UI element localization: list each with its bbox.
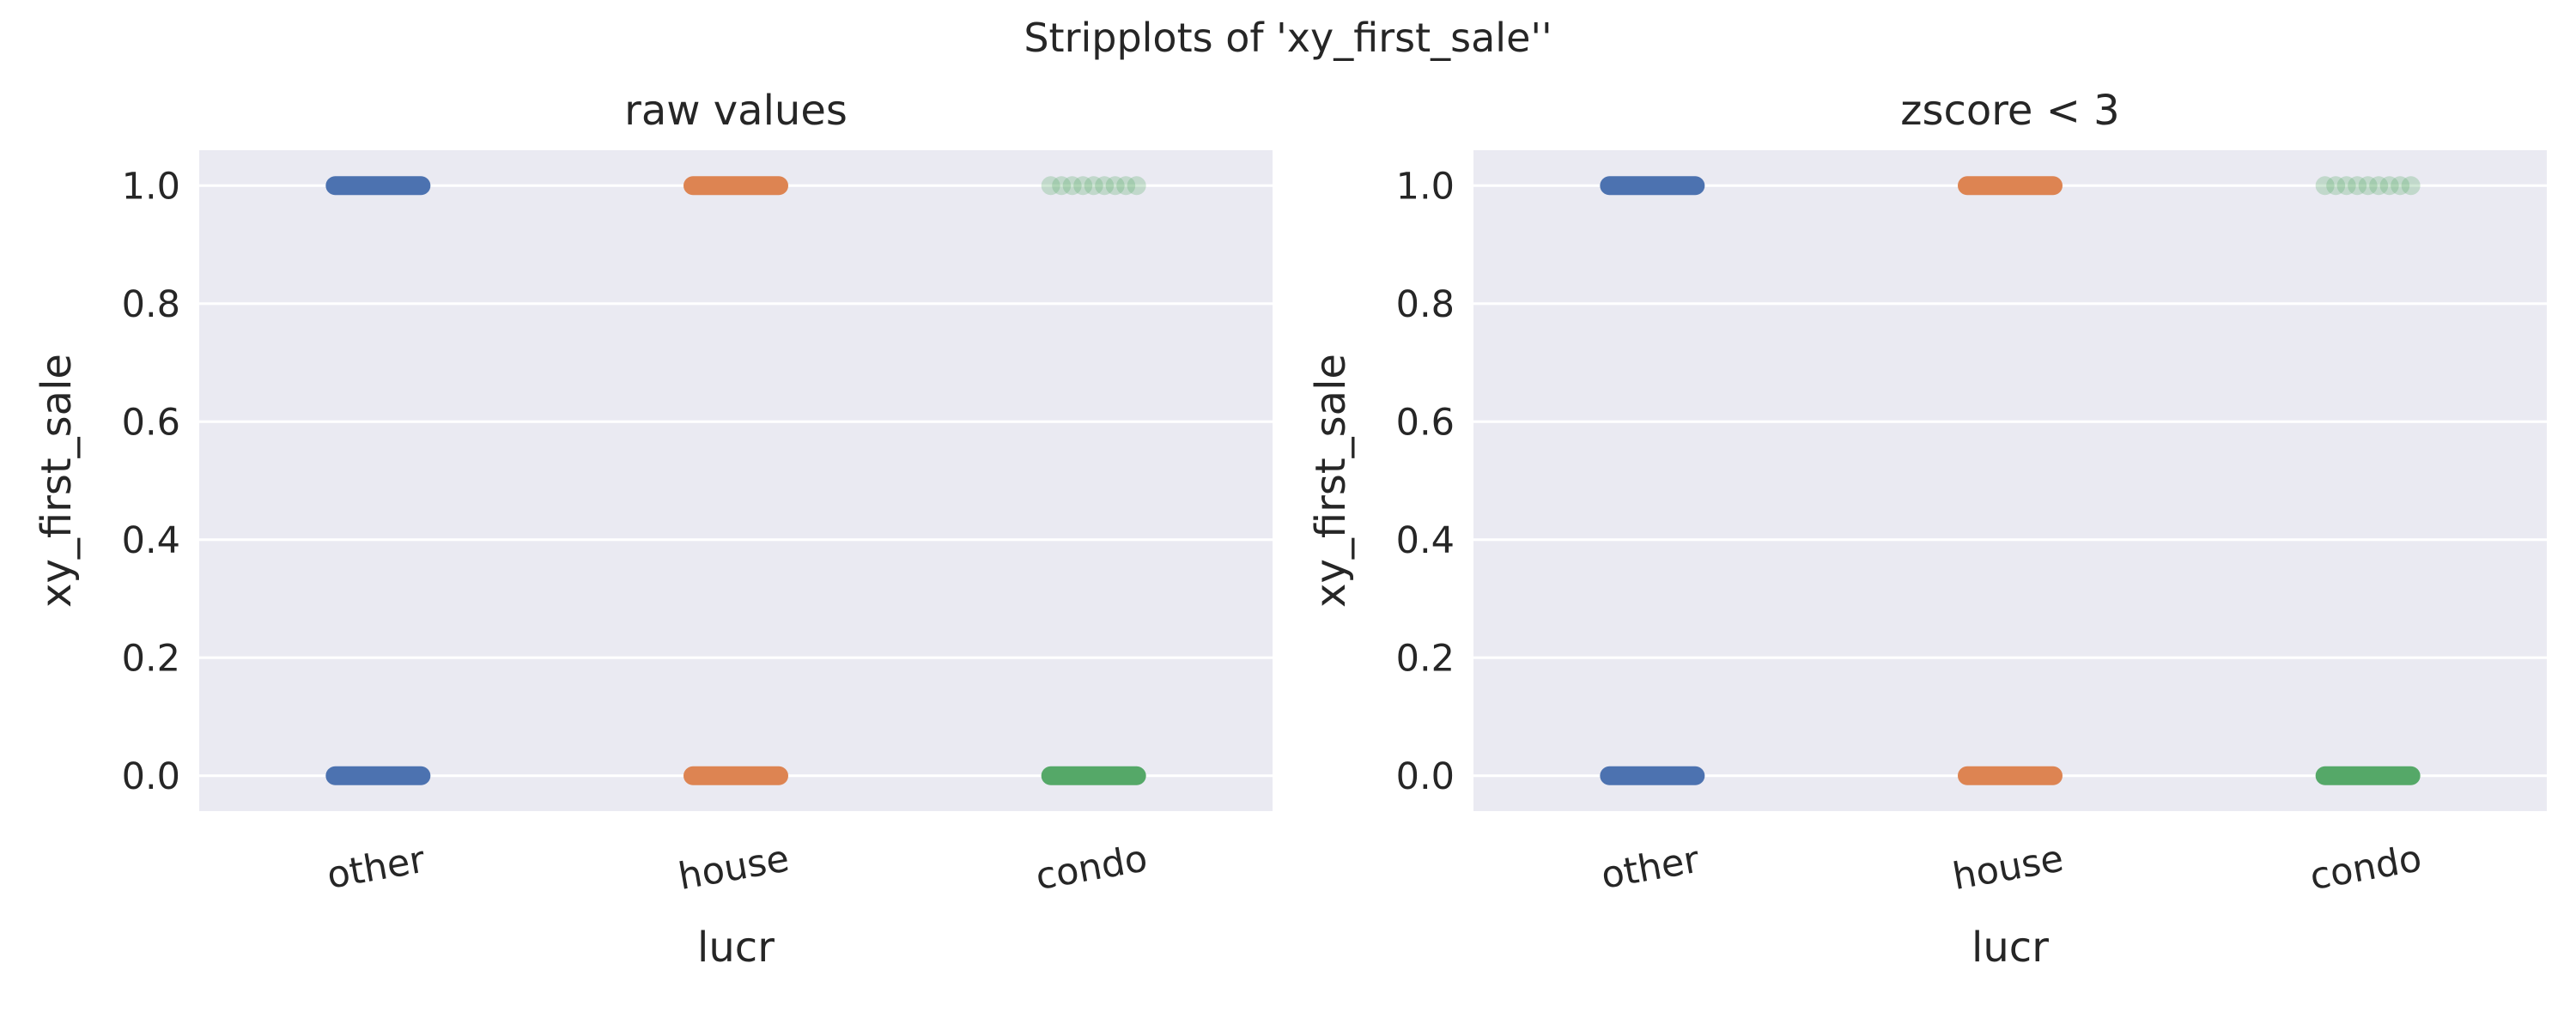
y-tick-label: 1.0 (122, 165, 180, 208)
y-axis-label: xy_first_sale (33, 354, 81, 608)
series-house (1958, 176, 2063, 785)
strip-point (1073, 176, 1093, 196)
y-tick-label: 0.6 (1396, 401, 1455, 444)
y-tick-label: 0.4 (1396, 519, 1455, 562)
strip-point (1116, 176, 1136, 196)
x-tick-label: other (324, 839, 428, 898)
strip-point (2358, 176, 2378, 196)
y-tick-label: 0.4 (122, 519, 180, 562)
y-tick-label: 0.8 (1396, 283, 1455, 326)
strip-point (1127, 176, 1146, 196)
x-axis-label: lucr (1971, 924, 2049, 972)
strip-point (1084, 176, 1103, 196)
strip-point (2326, 176, 2346, 196)
strip-point-cluster (2315, 766, 2421, 785)
strip-point (2391, 176, 2410, 196)
x-tick-label: condo (1032, 837, 1151, 899)
plot-background (1473, 150, 2547, 811)
strip-point (1041, 176, 1060, 196)
strip-point (1105, 176, 1125, 196)
strip-point-cluster (683, 176, 788, 196)
strip-point (1052, 176, 1072, 196)
strip-point-cluster (325, 176, 431, 196)
strip-point-cluster (1958, 176, 2063, 196)
x-axis-label: lucr (697, 924, 775, 972)
strip-point (2369, 176, 2389, 196)
y-tick-label: 0.2 (122, 637, 180, 680)
strip-point (2348, 176, 2367, 196)
strip-point (2379, 176, 2399, 196)
y-tick-label: 0.0 (1396, 755, 1455, 798)
axes-container: 0.0 0.2 0.4 0.6 0.8 1.0 other house condo raw val… (33, 87, 2547, 972)
x-tick-label: condo (2306, 837, 2425, 899)
x-tick-label: house (1949, 837, 2066, 899)
strip-point (2401, 176, 2421, 196)
strip-point-cluster (1600, 176, 1705, 196)
y-tick-label: 0.0 (122, 755, 180, 798)
series-other (325, 176, 431, 785)
series-condo (1041, 176, 1146, 785)
y-tick-label: 1.0 (1396, 165, 1455, 208)
strip-point (2315, 176, 2335, 196)
strip-point-cluster (1600, 766, 1705, 785)
x-tick-label: house (675, 837, 792, 899)
axes-2: 0.0 0.2 0.4 0.6 0.8 1.0 other house condo zscore … (1307, 87, 2547, 972)
strip-point (1095, 176, 1115, 196)
figure-suptitle: Stripplots of 'xy_first_sale'' (1024, 15, 1552, 61)
axes-1: 0.0 0.2 0.4 0.6 0.8 1.0 other house condo raw val… (33, 87, 1273, 972)
y-tick-label: 0.8 (122, 283, 180, 326)
y-tick-label: 0.2 (1396, 637, 1455, 680)
strip-point-cluster (325, 766, 431, 785)
series-other (1600, 176, 1705, 785)
axes-title: raw values (624, 87, 848, 135)
strip-point (2336, 176, 2356, 196)
x-tick-label: other (1598, 839, 1703, 898)
strip-point-cluster (1958, 766, 2063, 785)
y-tick-label: 0.6 (122, 401, 180, 444)
plot-background (199, 150, 1273, 811)
strip-point (1062, 176, 1082, 196)
axes-title: zscore < 3 (1900, 87, 2119, 135)
series-house (683, 176, 788, 785)
strip-point-cluster (1041, 766, 1146, 785)
y-axis-label: xy_first_sale (1307, 354, 1355, 608)
strip-point-cluster (683, 766, 788, 785)
series-condo (2315, 176, 2421, 785)
